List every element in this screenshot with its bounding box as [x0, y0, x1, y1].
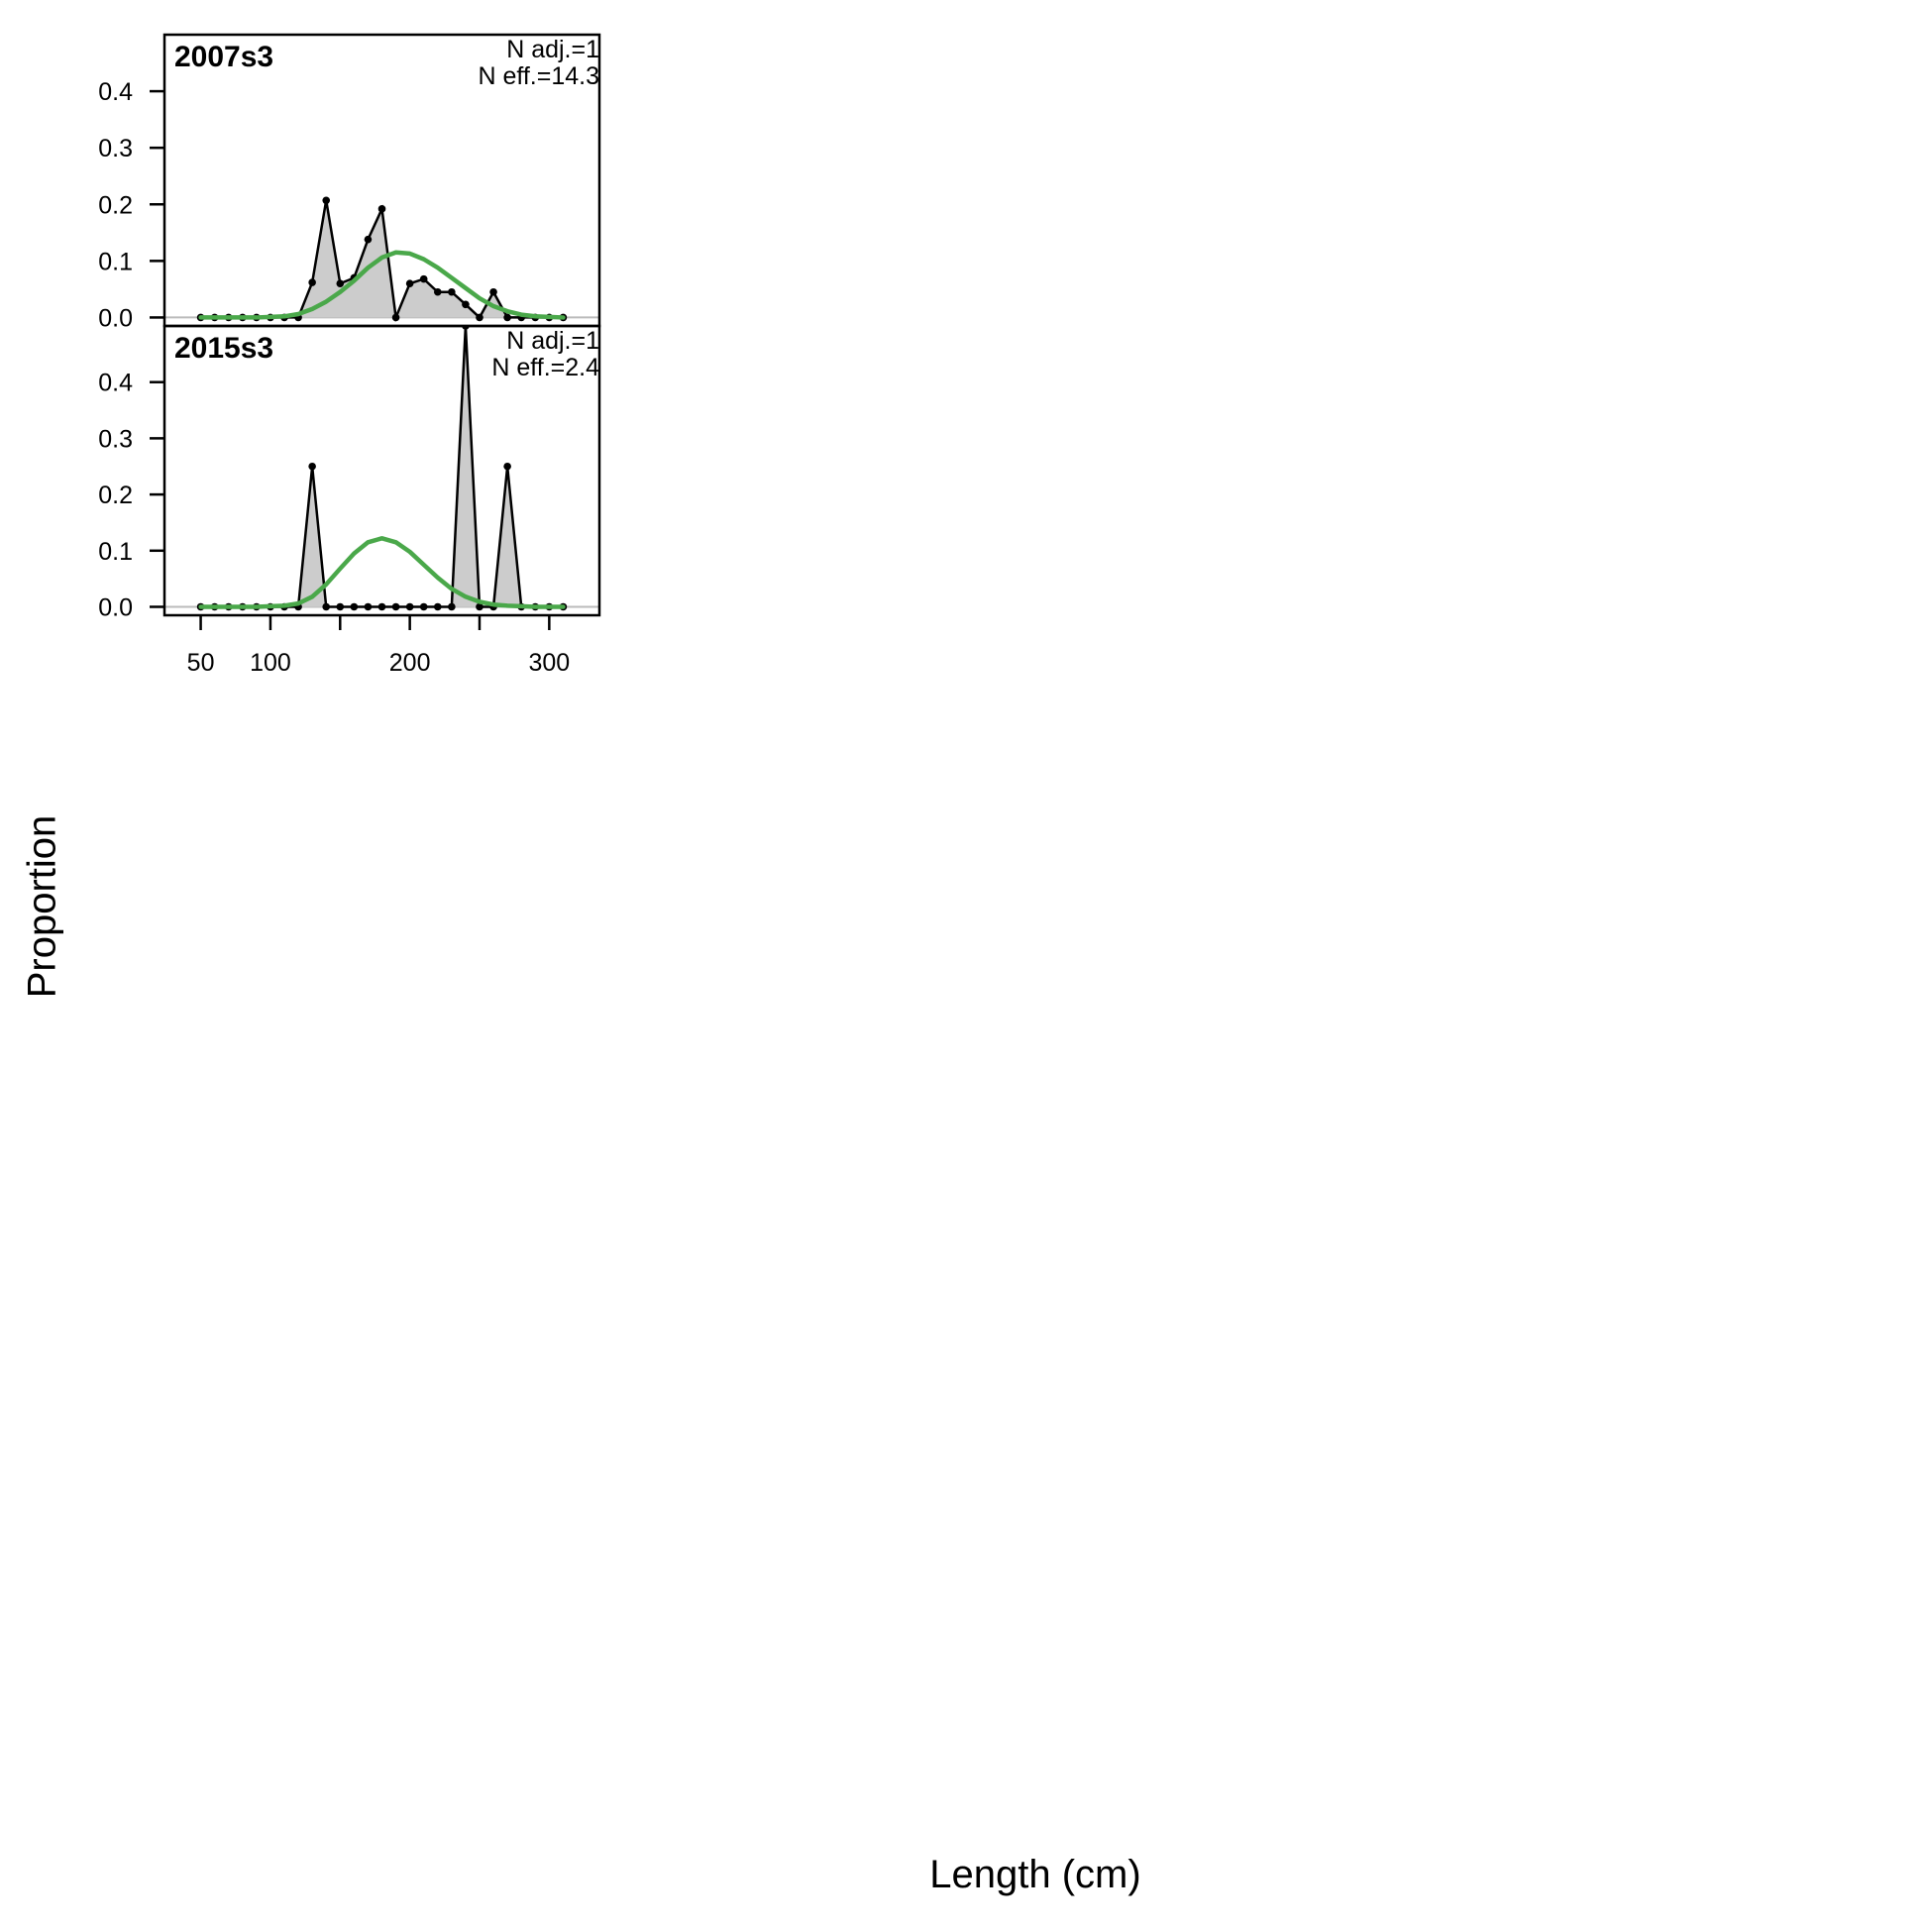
panel-title: 2015s3 — [174, 332, 273, 365]
observed-point — [322, 196, 331, 205]
observed-point — [364, 602, 373, 611]
panel-annotation: N adj.=1 — [506, 36, 599, 63]
plot-area — [164, 196, 599, 323]
observed-point — [503, 462, 511, 471]
y-tick-label: 0.1 — [98, 248, 133, 275]
observed-point — [377, 205, 386, 213]
x-tick-label: 200 — [389, 649, 431, 677]
observed-point — [476, 602, 483, 611]
y-tick-label: 0.2 — [98, 191, 133, 219]
x-tick-label: 100 — [250, 649, 291, 677]
x-axis-title: Length (cm) — [929, 1853, 1140, 1896]
observed-point — [489, 287, 497, 296]
observed-area — [200, 326, 564, 607]
observed-point — [350, 602, 359, 611]
observed-point — [405, 602, 414, 611]
panel-annotation: N eff.=14.3 — [478, 62, 599, 90]
observed-point — [364, 235, 373, 244]
observed-point — [322, 602, 331, 611]
y-axis-title: Proportion — [21, 815, 64, 999]
observed-point — [391, 313, 400, 322]
observed-point — [448, 602, 456, 611]
observed-point — [377, 602, 386, 611]
panel-frame — [162, 324, 601, 617]
y-tick-label: 0.4 — [98, 78, 133, 106]
observed-point — [503, 313, 511, 322]
observed-point — [308, 462, 316, 471]
x-tick-label: 300 — [528, 649, 570, 677]
y-tick-label: 0.3 — [98, 135, 133, 162]
y-tick-label: 0.3 — [98, 425, 133, 453]
observed-point — [476, 313, 483, 322]
y-tick-label: 0.1 — [98, 538, 133, 566]
y-tick-label: 0.0 — [98, 304, 133, 332]
panel-title: 2007s3 — [174, 41, 273, 73]
panel-annotation: N adj.=1 — [506, 327, 599, 355]
observed-point — [336, 279, 345, 287]
plot-area — [164, 326, 599, 611]
x-axis: 50 100 200 300 — [187, 615, 570, 677]
expected-line — [198, 250, 566, 320]
expected-line — [198, 536, 566, 609]
observed-point — [405, 279, 414, 287]
observed-point — [308, 278, 316, 286]
y-tick-label: 0.2 — [98, 482, 133, 509]
observed-point — [419, 274, 428, 283]
observed-point — [433, 287, 442, 296]
y-tick-label: 0.0 — [98, 593, 133, 621]
observed-point — [448, 287, 456, 296]
panel-2015s3: 0.0 0.1 0.2 0.3 0.4 2015s3 N adj.=1N eff.=2.4 — [98, 324, 601, 621]
observed-point — [419, 602, 428, 611]
observed-point — [391, 602, 400, 611]
panel-annotation: N eff.=2.4 — [491, 354, 599, 381]
observed-point — [433, 602, 442, 611]
observed-point — [462, 300, 470, 309]
x-tick-label: 50 — [187, 649, 215, 677]
observed-point — [336, 602, 345, 611]
y-tick-label: 0.4 — [98, 370, 133, 397]
panel-2007s3: 0.0 0.1 0.2 0.3 0.4 2007s3 N adj.=1N eff.=14.3 — [98, 33, 601, 332]
